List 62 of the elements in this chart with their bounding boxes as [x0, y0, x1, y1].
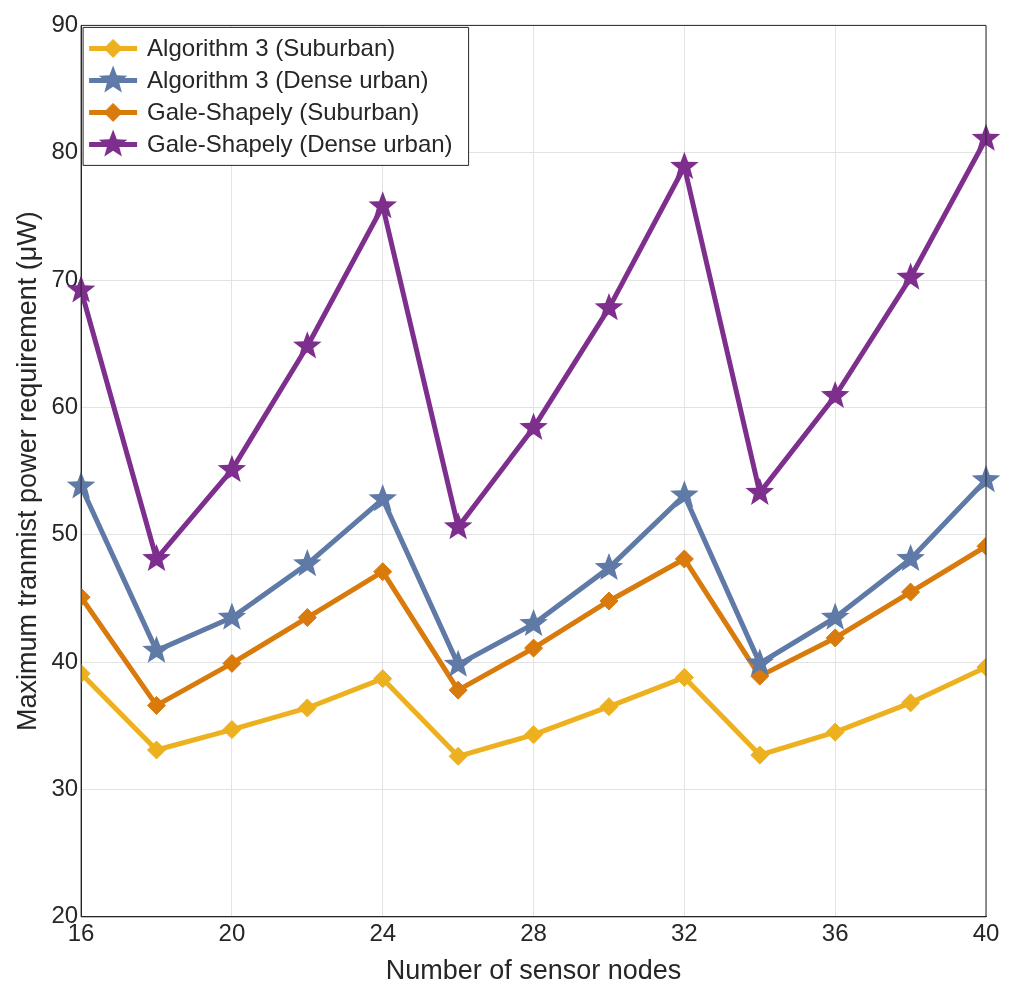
legend-label: Algorithm 3 (Suburban) — [147, 34, 396, 62]
point — [222, 720, 242, 740]
y-axis-title: Maximum tranmist power requirement (μW) — [11, 211, 42, 731]
point — [896, 543, 925, 572]
x-tick-label: 40 — [972, 918, 1000, 946]
point — [820, 380, 850, 409]
point — [448, 680, 468, 700]
point — [750, 745, 770, 765]
point — [368, 191, 397, 219]
point — [674, 667, 694, 687]
legend-label: Algorithm 3 (Dense urban) — [147, 66, 429, 94]
x-tick-label: 24 — [369, 918, 397, 946]
point — [368, 484, 397, 512]
point — [745, 477, 775, 505]
point — [599, 591, 619, 611]
point — [896, 262, 925, 290]
x-tick-label: 28 — [520, 918, 547, 946]
point — [147, 740, 166, 760]
y-tick-label: 50 — [51, 519, 79, 547]
point — [217, 454, 247, 482]
point — [524, 638, 544, 658]
legend-label: Gale-Shapely (Suburban) — [147, 98, 420, 126]
point — [825, 628, 845, 648]
y-tick-label: 40 — [51, 646, 79, 674]
point — [217, 602, 247, 630]
point — [820, 602, 850, 630]
point — [594, 293, 624, 321]
point — [670, 151, 699, 179]
x-tick-label: 36 — [821, 918, 849, 946]
y-tick-label: 80 — [51, 137, 79, 165]
point — [670, 480, 699, 508]
point — [594, 552, 624, 581]
y-tick-label: 90 — [51, 10, 79, 38]
x-tick-label: 32 — [671, 918, 698, 946]
point — [297, 608, 317, 628]
point — [443, 649, 473, 677]
point — [524, 725, 544, 745]
point — [297, 698, 317, 718]
point — [448, 746, 468, 766]
point — [373, 562, 393, 582]
point — [142, 543, 171, 572]
point — [142, 635, 171, 663]
point — [147, 695, 166, 715]
point — [901, 582, 921, 602]
point — [901, 693, 921, 713]
point — [674, 549, 694, 569]
y-tick-label: 60 — [51, 392, 79, 420]
point — [222, 653, 242, 673]
point — [443, 512, 473, 540]
point — [745, 648, 775, 676]
point — [519, 608, 548, 637]
point — [293, 549, 322, 577]
legend-label: Gale-Shapely (Dense urban) — [147, 130, 453, 158]
point — [825, 722, 845, 742]
point — [373, 669, 393, 689]
point — [293, 331, 322, 359]
y-tick-label: 30 — [51, 774, 79, 802]
point — [599, 697, 619, 717]
x-axis-title: Number of sensor nodes — [385, 955, 682, 986]
point — [519, 412, 548, 440]
x-tick-label: 20 — [218, 918, 246, 946]
y-tick-label: 70 — [51, 264, 79, 292]
